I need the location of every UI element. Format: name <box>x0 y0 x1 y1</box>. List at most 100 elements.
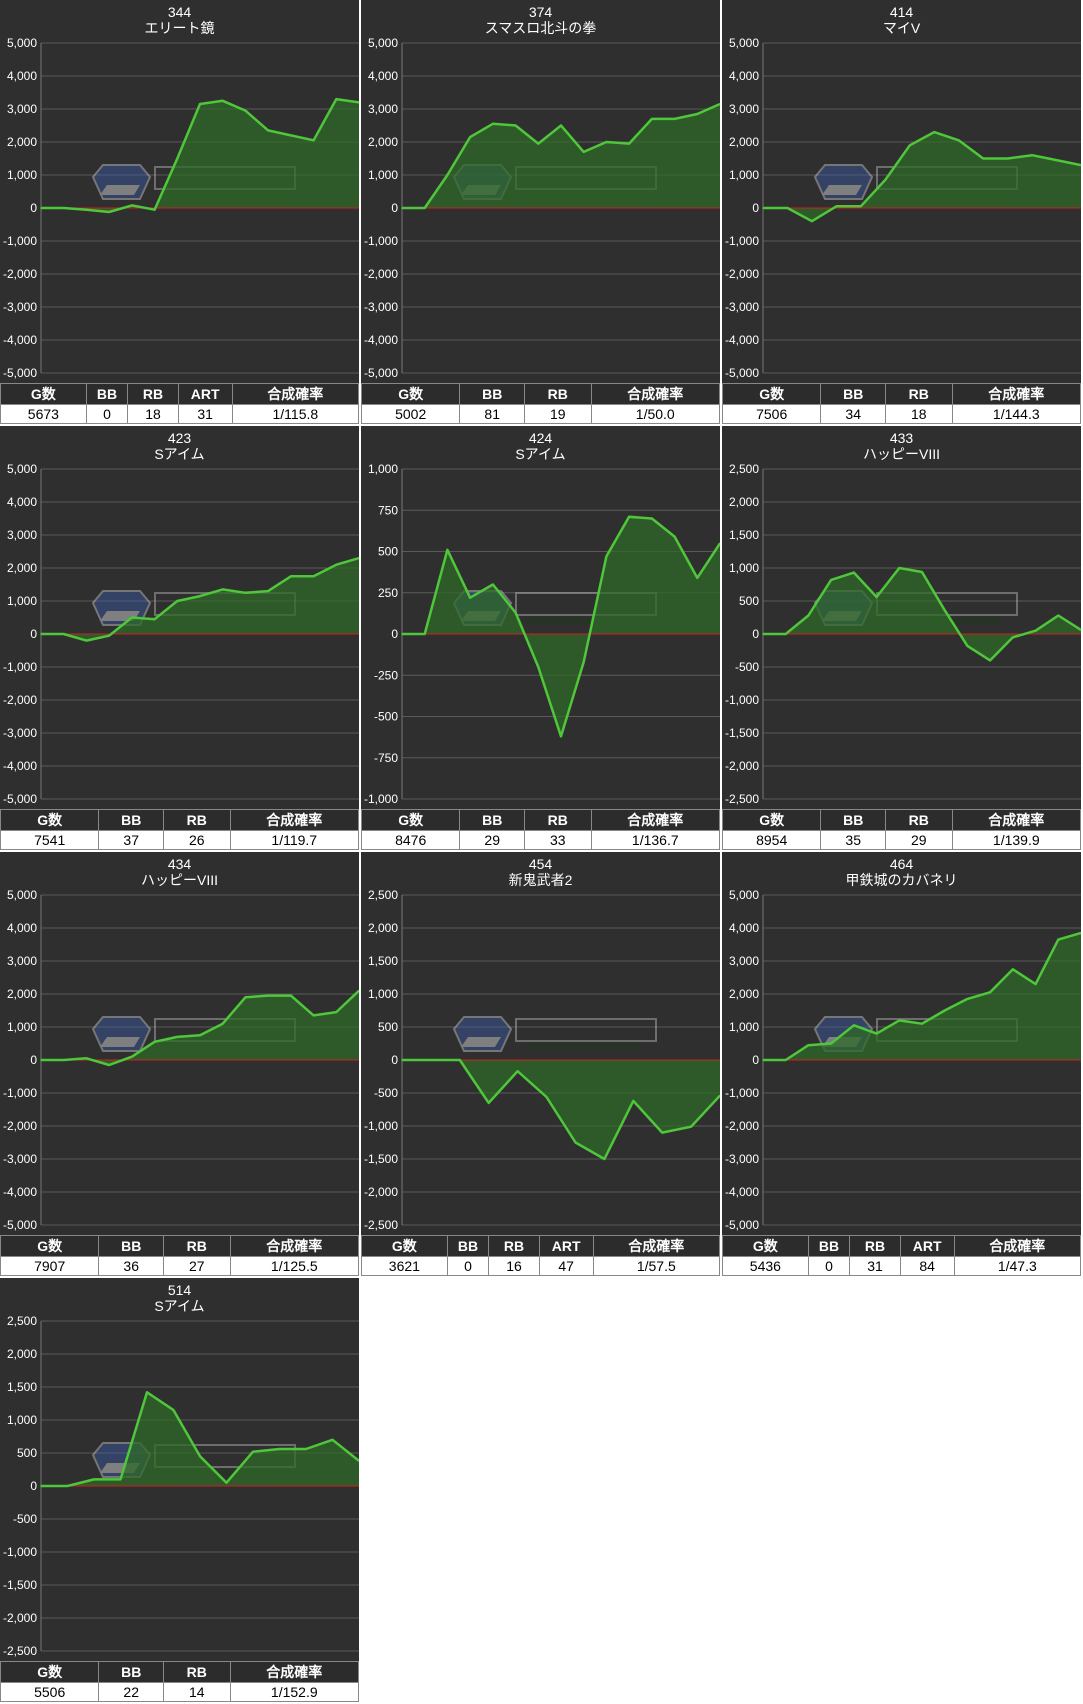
data-point <box>358 989 359 992</box>
stats-header-cell: BB <box>98 1661 165 1683</box>
y-tick-label: -4,000 <box>364 333 398 347</box>
data-point <box>40 633 42 635</box>
data-point <box>85 639 88 642</box>
data-point <box>605 141 608 143</box>
stats-header-cell: RB <box>488 1235 540 1257</box>
data-point <box>1080 164 1081 166</box>
data-point <box>690 1125 692 1128</box>
y-tick-label: -1,500 <box>3 1578 37 1592</box>
stats-value-cell: 1/125.5 <box>229 1256 360 1276</box>
y-tick-label: -5,000 <box>3 792 37 806</box>
data-point <box>199 595 201 597</box>
y-tick-label: 5,000 <box>7 36 37 50</box>
y-tick-label: 5,000 <box>7 462 37 476</box>
y-tick-label: -2,500 <box>725 792 759 806</box>
chart-panel: 423 Sアイム 5,000 4,000 3,000 2,000 1,000 0 -1,00… <box>0 426 360 850</box>
stats-value-cell: 1/115.8 <box>231 404 360 424</box>
y-tick-label: -4,000 <box>3 1185 37 1199</box>
stats-value-cell: 81 <box>459 404 526 424</box>
stats-value-cell: 29 <box>459 830 526 850</box>
line-chart: 5,000 4,000 3,000 2,000 1,000 0 -1,000 -2,000 -3… <box>3 36 359 380</box>
data-point <box>131 204 133 207</box>
y-tick-label: -2,000 <box>3 1611 37 1625</box>
line-chart: 2,500 2,000 1,500 1,000 500 0 -500 -1,000 -1,500… <box>364 888 720 1232</box>
stats-table: G数 BB RB 合成確率 7907 36 27 1/125.5 <box>0 1235 360 1276</box>
stats-header-cell: RB <box>849 1235 901 1257</box>
data-point <box>1034 629 1037 632</box>
stats-value-cell: 22 <box>98 1682 165 1702</box>
data-point <box>603 1158 606 1160</box>
data-point <box>62 207 65 209</box>
data-point <box>537 666 540 668</box>
line-chart: 1,000 750 500 250 0 -250 -500 -750 -1,000 <box>364 462 720 806</box>
stats-table: G数 BB RB 合成確率 7541 37 26 1/119.7 <box>0 809 360 850</box>
machine-name: 新鬼武者2 <box>508 872 573 888</box>
y-tick-label: -250 <box>374 668 398 682</box>
machine-name: ハッピーVIII <box>862 446 940 462</box>
data-point <box>762 1059 764 1061</box>
chart-panel: 433 ハッピーVIII 2,500 2,000 1,500 1,000 500 0 -50… <box>721 426 1082 850</box>
data-point <box>252 1450 254 1453</box>
line-chart: 5,000 4,000 3,000 2,000 1,000 0 -1,000 -2,000 -3… <box>3 888 359 1232</box>
data-point <box>628 142 630 145</box>
chart-panel: 434 ハッピーVIII 5,000 4,000 3,000 2,000 1,000 0 -… <box>0 852 360 1276</box>
data-point <box>469 136 471 138</box>
stats-header-cell: RB <box>127 383 179 405</box>
data-point <box>278 1448 281 1450</box>
stats-header-cell: ART <box>538 1235 594 1257</box>
y-tick-label: -3,000 <box>3 1152 37 1166</box>
y-tick-label: 0 <box>391 201 398 215</box>
data-point <box>1012 636 1014 639</box>
stats-value-cell: 7907 <box>0 1256 100 1276</box>
machine-number: 464 <box>889 856 914 872</box>
machine-name: マイV <box>882 20 921 36</box>
y-tick-label: 3,000 <box>7 528 37 542</box>
y-tick-label: 0 <box>391 627 398 641</box>
data-point <box>966 998 969 1000</box>
data-point <box>582 151 585 153</box>
data-point <box>172 1409 175 1411</box>
data-point <box>492 583 494 586</box>
y-tick-label: 500 <box>378 1020 398 1034</box>
machine-number: 374 <box>528 4 553 20</box>
stats-value-cell: 5506 <box>0 1682 100 1702</box>
series-line <box>402 1058 720 1161</box>
data-point <box>305 1448 307 1450</box>
data-point <box>430 1059 432 1061</box>
stats-header-cell: 合成確率 <box>592 1235 721 1257</box>
data-point <box>1080 932 1081 934</box>
data-point <box>545 1096 548 1098</box>
stats-header-cell: 合成確率 <box>229 809 360 831</box>
data-point <box>574 1141 577 1144</box>
stats-header-cell: G数 <box>360 809 461 831</box>
stats-value-cell: 31 <box>177 404 233 424</box>
data-point <box>358 557 359 559</box>
y-tick-label: 500 <box>378 545 398 559</box>
y-tick-label: 2,000 <box>368 921 398 935</box>
stats-header-cell: BB <box>820 383 887 405</box>
stats-header-cell: 合成確率 <box>590 383 721 405</box>
y-tick-label: 0 <box>752 201 759 215</box>
stats-value-cell: 1/50.0 <box>590 404 721 424</box>
data-point <box>582 661 585 663</box>
stats-header-cell: 合成確率 <box>590 809 721 831</box>
data-point <box>853 1024 855 1027</box>
y-tick-label: 0 <box>30 201 37 215</box>
machine-name: スマスロ北斗の拳 <box>484 20 597 36</box>
y-tick-label: 4,000 <box>368 69 398 83</box>
data-point <box>673 535 676 538</box>
y-tick-label: 1,500 <box>368 954 398 968</box>
machine-name: Sアイム <box>154 1298 205 1314</box>
data-point <box>762 633 764 635</box>
data-point <box>244 996 247 999</box>
data-point <box>811 220 813 222</box>
y-tick-label: -4,000 <box>725 333 759 347</box>
data-point <box>719 1094 720 1097</box>
data-point <box>93 1478 95 1481</box>
stats-header-cell: G数 <box>722 1235 809 1257</box>
y-tick-label: 2,000 <box>729 987 759 1001</box>
data-point <box>335 563 338 566</box>
stats-table: G数 BB RB 合成確率 5506 22 14 1/152.9 <box>0 1661 360 1702</box>
y-tick-label: 2,000 <box>7 561 37 575</box>
y-tick-label: -3,000 <box>364 300 398 314</box>
